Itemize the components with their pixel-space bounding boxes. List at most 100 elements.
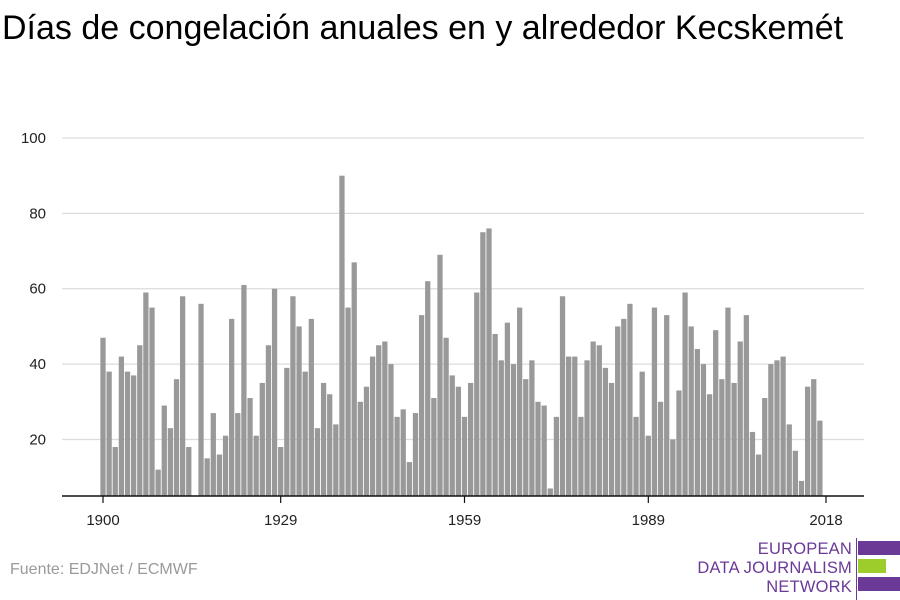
- logo-line-3: NETWORK: [766, 578, 852, 596]
- bar: [492, 333, 498, 496]
- bar: [265, 345, 272, 496]
- bar: [559, 296, 566, 496]
- bar: [161, 405, 167, 496]
- bar: [719, 379, 725, 496]
- bar: [357, 401, 363, 496]
- bar: [437, 254, 443, 496]
- bar: [345, 307, 351, 496]
- bar: [210, 413, 216, 496]
- bar: [694, 349, 700, 496]
- bar: [467, 382, 474, 496]
- bar: [241, 284, 247, 496]
- bar: [235, 413, 241, 496]
- bar: [664, 315, 670, 496]
- bar: [180, 296, 186, 496]
- bar: [743, 315, 749, 496]
- bar: [608, 382, 615, 496]
- bar: [333, 424, 339, 496]
- x-tick-label: 1929: [264, 512, 297, 529]
- y-tick-label: 100: [21, 130, 46, 147]
- source-text: Fuente: EDJNet / ECMWF: [10, 561, 198, 578]
- bar: [572, 356, 578, 496]
- bar: [731, 382, 737, 496]
- bar: [155, 469, 161, 496]
- bar: [431, 398, 437, 496]
- bar: [376, 345, 382, 496]
- x-tick-label: 1959: [448, 512, 481, 529]
- bar: [517, 307, 523, 496]
- bar: [676, 390, 682, 496]
- bar: [400, 409, 406, 496]
- bar: [124, 371, 131, 496]
- bar: [498, 360, 504, 496]
- bar: [118, 356, 125, 496]
- bar: [615, 326, 621, 496]
- bar: [633, 416, 639, 496]
- bar-chart: 20 40 60 80 100 1900 1929 1959 1989 2018: [21, 130, 864, 529]
- bar: [590, 341, 596, 496]
- bar: [449, 375, 455, 496]
- bar: [388, 364, 394, 496]
- bar: [290, 296, 296, 496]
- bar: [602, 367, 609, 496]
- bar: [817, 420, 823, 496]
- bar: [547, 488, 553, 496]
- bar: [106, 371, 112, 496]
- y-tick-label: 40: [29, 356, 46, 373]
- x-tick-label: 2018: [809, 512, 842, 529]
- bar: [302, 371, 308, 496]
- logo-divider: [856, 538, 857, 600]
- bar: [596, 345, 602, 496]
- bar: [369, 356, 376, 496]
- bar: [271, 288, 278, 496]
- bar: [406, 462, 412, 496]
- bar: [314, 428, 321, 496]
- logo-line-2: DATA JOURNALISM: [697, 559, 852, 577]
- bar: [706, 394, 713, 496]
- bar: [566, 356, 572, 496]
- bar: [700, 364, 707, 496]
- bar: [222, 435, 229, 496]
- bar: [651, 307, 658, 496]
- logo-line-1: EUROPEAN: [757, 540, 852, 558]
- bar: [382, 341, 388, 496]
- bar: [486, 228, 492, 496]
- y-tick-label: 20: [29, 431, 46, 448]
- bar: [737, 341, 743, 496]
- bar: [474, 292, 480, 496]
- bar: [216, 454, 223, 496]
- bar: [173, 379, 180, 496]
- bar: [541, 405, 547, 496]
- logo-bar-middle: [858, 559, 886, 573]
- logo-bar-bottom: [858, 577, 900, 591]
- bar: [412, 413, 419, 496]
- bar: [149, 307, 155, 496]
- bar: [804, 386, 811, 496]
- bar: [645, 435, 651, 496]
- y-tick-label: 80: [29, 205, 46, 222]
- bar: [351, 262, 357, 496]
- bar: [112, 447, 118, 496]
- logo-bar-top: [858, 541, 900, 555]
- bar: [510, 364, 517, 496]
- bar: [762, 398, 768, 496]
- bar: [688, 326, 694, 496]
- logo-text: EUROPEAN DATA JOURNALISM NETWORK: [697, 540, 852, 597]
- bar: [204, 458, 210, 496]
- bar: [504, 322, 511, 496]
- bar: [253, 435, 259, 496]
- bar: [786, 424, 792, 496]
- bar: [455, 386, 462, 496]
- bar: [798, 480, 805, 496]
- bar: [670, 439, 676, 496]
- bar: [363, 386, 370, 496]
- bar: [725, 307, 731, 496]
- bar: [480, 232, 486, 497]
- bar: [339, 175, 345, 496]
- bar: [394, 416, 400, 496]
- bar: [713, 330, 719, 496]
- bar: [167, 428, 174, 496]
- bar: [137, 345, 143, 496]
- bar: [578, 416, 584, 496]
- bar: [811, 379, 817, 496]
